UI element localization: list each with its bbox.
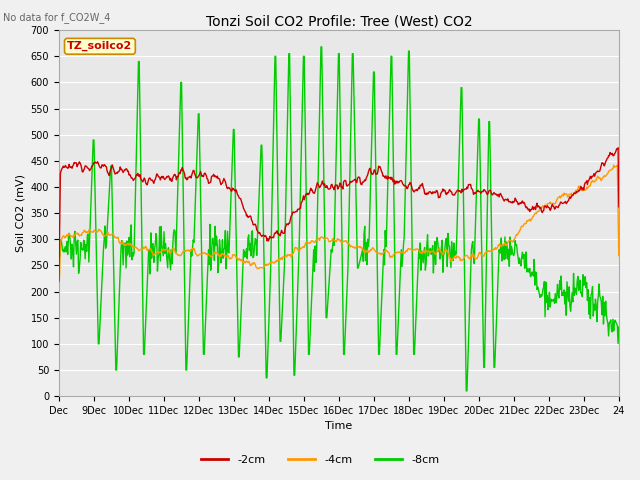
Title: Tonzi Soil CO2 Profile: Tree (West) CO2: Tonzi Soil CO2 Profile: Tree (West) CO2	[205, 15, 472, 29]
Text: No data for f_CO2W_4: No data for f_CO2W_4	[3, 12, 111, 23]
Text: TZ_soilco2: TZ_soilco2	[67, 41, 132, 51]
Legend: -2cm, -4cm, -8cm: -2cm, -4cm, -8cm	[196, 451, 444, 469]
Y-axis label: Soil CO2 (mV): Soil CO2 (mV)	[15, 174, 25, 252]
X-axis label: Time: Time	[325, 421, 353, 432]
